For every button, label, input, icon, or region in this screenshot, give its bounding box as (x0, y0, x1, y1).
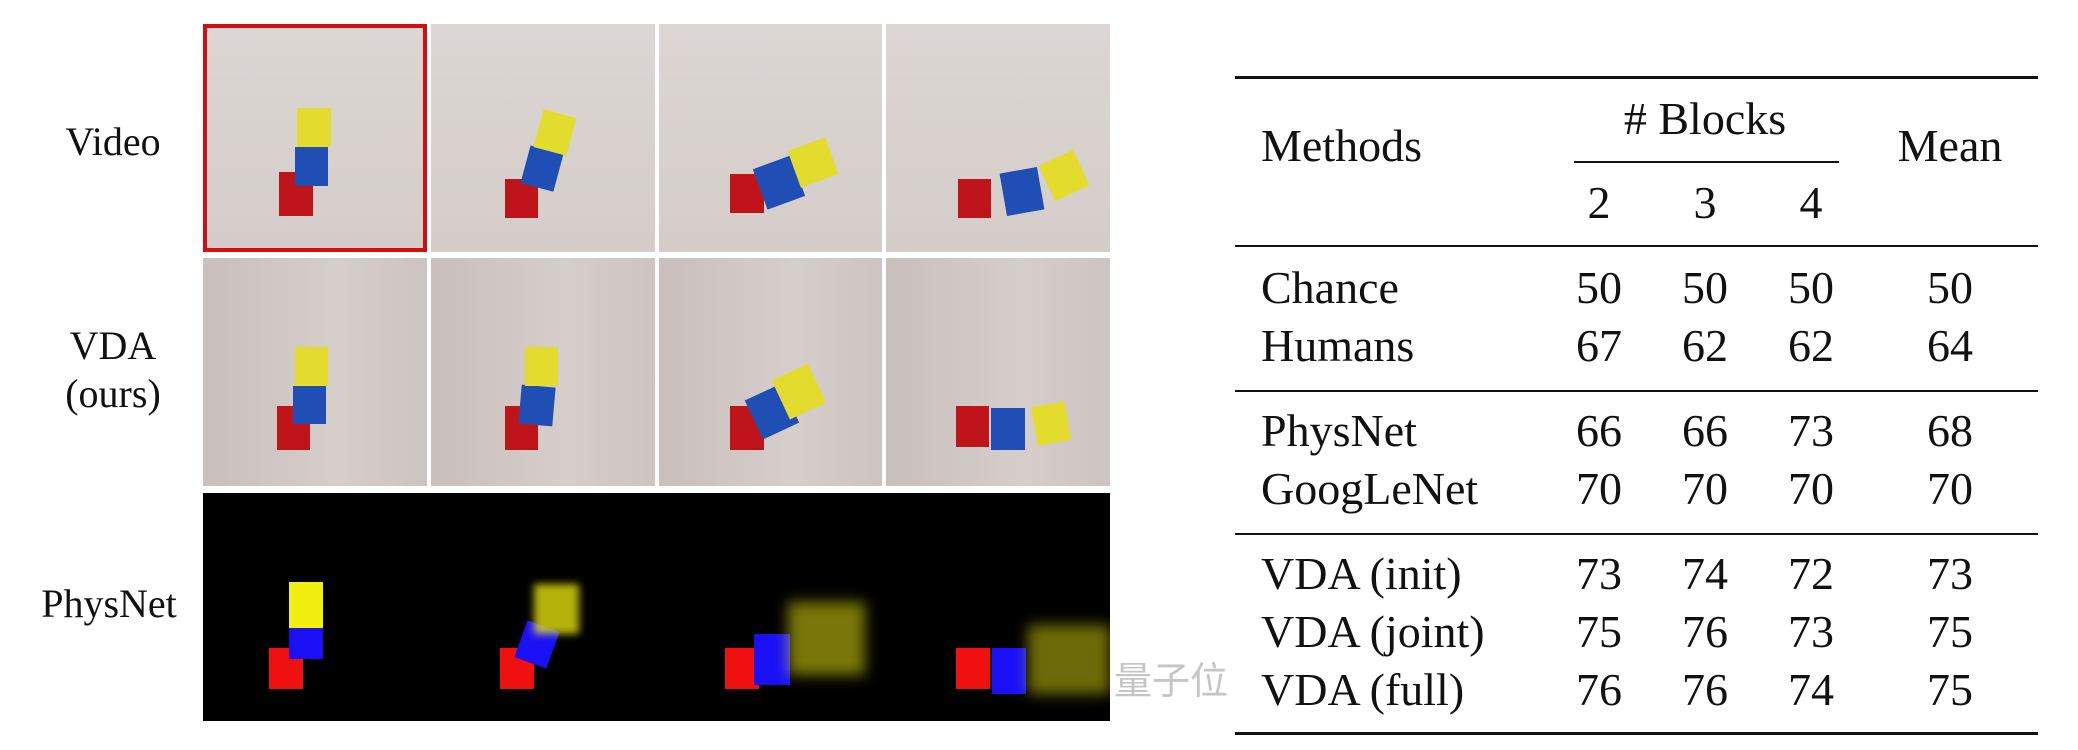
blocks-underline (1574, 161, 1839, 163)
header-block-2: 2 (1587, 177, 1611, 228)
physnet-frame-2 (429, 493, 657, 721)
mean-cell: 50 (1927, 262, 1973, 313)
vda-frame-1 (203, 258, 427, 486)
value-cell-blocks-3: 66 (1682, 405, 1728, 456)
yellow-block (533, 109, 577, 156)
physnet-frame-3 (656, 493, 884, 721)
value-cell-blocks-3: 70 (1682, 463, 1728, 514)
blue-block (294, 147, 329, 186)
value-cell-blocks-4: 70 (1788, 463, 1834, 514)
row-label-vda-line2: (ours) (65, 371, 161, 416)
method-cell: PhysNet (1261, 405, 1417, 456)
value-cell-blocks-3: 50 (1682, 262, 1728, 313)
blue-block (292, 385, 327, 425)
mean-cell: 70 (1927, 463, 1973, 514)
value-cell-blocks-4: 74 (1788, 664, 1834, 715)
physnet-frames (203, 493, 1110, 721)
header-block-3: 3 (1693, 177, 1717, 228)
group-rule (1235, 533, 2038, 535)
video-frame-2 (430, 24, 655, 252)
bottom-rule (1235, 732, 2038, 735)
value-cell-blocks-3: 76 (1682, 664, 1728, 715)
row-label-vda: VDA (ours) (18, 322, 208, 418)
value-cell-blocks-2: 73 (1576, 548, 1622, 599)
mean-cell: 75 (1927, 606, 1973, 657)
method-cell: VDA (init) (1261, 548, 1462, 599)
yellow-block (1038, 150, 1090, 202)
value-cell-blocks-4: 73 (1788, 606, 1834, 657)
value-cell-blocks-3: 74 (1682, 548, 1728, 599)
top-rule (1235, 76, 2038, 79)
value-cell-blocks-3: 76 (1682, 606, 1728, 657)
method-cell: Humans (1261, 320, 1415, 371)
red-block (957, 179, 992, 218)
value-cell-blocks-2: 50 (1576, 262, 1622, 313)
physnet-frame-1 (203, 493, 430, 721)
vda-frames (203, 258, 1110, 486)
mean-cell: 75 (1927, 664, 1973, 715)
value-cell-blocks-3: 62 (1682, 320, 1728, 371)
mean-cell: 73 (1927, 548, 1973, 599)
red-block (955, 648, 990, 690)
blue-block (992, 648, 1027, 694)
blue-block (999, 166, 1045, 217)
results-table: Methods # Blocks 2 3 4 Mean Chance 50 50 50… (1235, 0, 2038, 750)
mean-cell: 64 (1927, 320, 1973, 371)
header-blocks: # Blocks (1623, 93, 1787, 144)
method-cell: VDA (joint) (1261, 606, 1485, 657)
blue-block (289, 625, 324, 660)
row-label-vda-line1: VDA (69, 323, 157, 368)
video-frame-3 (658, 24, 883, 252)
blue-block (518, 384, 556, 426)
mean-cell: 68 (1927, 405, 1973, 456)
yellow-block (1030, 401, 1071, 446)
value-cell-blocks-2: 66 (1576, 405, 1622, 456)
row-label-physnet: PhysNet (41, 581, 177, 626)
yellow-block-blurred (534, 584, 580, 635)
value-cell-blocks-2: 70 (1576, 463, 1622, 514)
yellow-block (296, 108, 331, 148)
value-cell-blocks-4: 62 (1788, 320, 1834, 371)
header-rule (1235, 245, 2038, 247)
vda-frame-4 (886, 258, 1110, 486)
red-block (955, 406, 990, 448)
yellow-block (289, 581, 324, 628)
video-frame-4 (886, 24, 1110, 252)
yellow-block-blurred (788, 602, 866, 676)
header-methods: Methods (1261, 120, 1422, 171)
value-cell-blocks-4: 50 (1788, 262, 1834, 313)
yellow-block (524, 346, 559, 386)
value-cell-blocks-2: 75 (1576, 606, 1622, 657)
header-block-4: 4 (1799, 177, 1823, 228)
yellow-block (294, 346, 329, 386)
watermark: 量子位 (1114, 659, 1229, 703)
blue-block (991, 408, 1025, 450)
physnet-frame-4 (883, 493, 1110, 721)
value-cell-blocks-2: 67 (1576, 320, 1622, 371)
group-rule (1235, 390, 2038, 392)
header-mean: Mean (1897, 120, 2003, 171)
value-cell-blocks-2: 76 (1576, 664, 1622, 715)
method-cell: GoogLeNet (1261, 463, 1479, 514)
yellow-block-blurred (1028, 625, 1110, 694)
value-cell-blocks-4: 73 (1788, 405, 1834, 456)
video-frame-1-selected (203, 24, 427, 252)
blue-block (754, 634, 791, 685)
vda-frame-3 (658, 258, 883, 486)
method-cell: Chance (1261, 262, 1399, 313)
red-block (724, 648, 759, 690)
vda-frame-2 (430, 258, 655, 486)
value-cell-blocks-4: 72 (1788, 548, 1834, 599)
method-cell: VDA (full) (1261, 664, 1465, 715)
row-label-video: Video (65, 119, 161, 164)
video-frames (203, 24, 1110, 252)
